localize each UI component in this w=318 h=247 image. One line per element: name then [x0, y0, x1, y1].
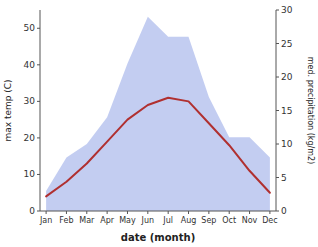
x-tick-label: May: [119, 216, 136, 225]
x-tick-label: Jul: [162, 216, 173, 225]
x-tick-label: Dec: [262, 216, 277, 225]
y-tick-label: 50: [24, 23, 36, 33]
x-tick: [66, 211, 67, 214]
temperature-line: [46, 98, 270, 197]
y2-tick-label: 30: [281, 5, 293, 15]
x-tick: [249, 211, 250, 214]
y-tick-label: 20: [24, 133, 36, 143]
x-tick-label: Mar: [79, 216, 95, 225]
y2-tick: [276, 77, 279, 78]
precipitation-area: [46, 17, 270, 211]
x-tick-label: Jan: [39, 216, 52, 225]
y-tick-label: 40: [24, 60, 36, 70]
x-tick-label: Jun: [141, 216, 155, 225]
y2-tick: [276, 10, 279, 11]
x-tick: [86, 211, 87, 214]
y2-tick-label: 20: [281, 72, 293, 82]
y-tick-label: 0: [29, 206, 35, 216]
y2-tick: [276, 177, 279, 178]
x-tick-label: Feb: [59, 216, 73, 225]
x-tick: [46, 211, 47, 214]
y-axis-label: max temp (C): [3, 79, 13, 141]
y2-axis-label: med. precipitation (kg/m2): [306, 57, 315, 164]
y-tick: [37, 211, 40, 212]
chart: 0 10 20 30 40 50 0 5 10 15 20 25 30 Jan Feb Mar Apr May Ju…: [0, 0, 318, 247]
y-tick-label: 30: [24, 96, 36, 106]
x-tick-label: Sep: [201, 216, 216, 225]
y-tick: [37, 174, 40, 175]
x-tick: [107, 211, 108, 214]
y2-tick: [276, 144, 279, 145]
y2-tick: [276, 110, 279, 111]
y2-tick-label: 5: [281, 173, 287, 183]
x-tick: [168, 211, 169, 214]
y-tick: [37, 64, 40, 65]
plot-area: [46, 17, 270, 211]
x-tick: [147, 211, 148, 214]
x-axis-label: date (month): [121, 232, 195, 243]
x-tick: [269, 211, 270, 214]
y-tick: [37, 101, 40, 102]
x-tick: [229, 211, 230, 214]
x-tick-label: Aug: [181, 216, 197, 225]
x-tick: [127, 211, 128, 214]
y2-tick-label: 15: [281, 106, 292, 116]
x-axis-line: [40, 211, 276, 212]
y2-tick: [276, 43, 279, 44]
y-axis-line: [40, 10, 41, 211]
y-tick: [37, 28, 40, 29]
x-tick: [188, 211, 189, 214]
x-tick: [208, 211, 209, 214]
y2-tick-label: 25: [281, 39, 292, 49]
y2-tick-label: 10: [281, 139, 293, 149]
chart-container: 0 10 20 30 40 50 0 5 10 15 20 25 30 Jan Feb Mar Apr May Ju…: [0, 0, 318, 247]
x-tick-label: Oct: [222, 216, 236, 225]
x-tick-label: Apr: [100, 216, 115, 225]
y2-tick-label: 0: [281, 206, 287, 216]
y-tick-label: 10: [24, 169, 36, 179]
y2-tick: [276, 211, 279, 212]
y-tick: [37, 137, 40, 138]
x-tick-label: Nov: [242, 216, 258, 225]
